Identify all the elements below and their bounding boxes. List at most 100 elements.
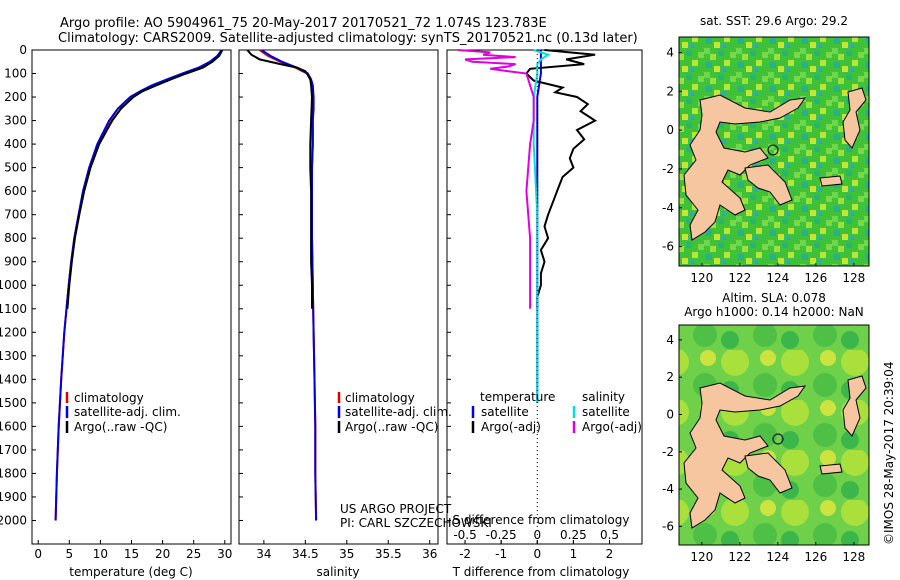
- x-tick-label: 5: [65, 547, 73, 561]
- x-tick-label: -1: [495, 547, 507, 561]
- title-line-2: Climatology: CARS2009. Satellite-adjuste…: [58, 31, 638, 46]
- depth-tick-label: 1700: [0, 443, 27, 457]
- depth-tick-label: 1900: [0, 490, 27, 504]
- legend-label-argo: Argo(..raw -QC): [74, 420, 167, 434]
- map-y-tick-label: 0: [666, 407, 674, 421]
- map-y-tick-label: -6: [662, 519, 674, 533]
- series-line-argo-raw-qc-: [246, 49, 314, 309]
- sla-map-argo-marker: [772, 433, 784, 445]
- sla-map-land-sula: [819, 463, 843, 475]
- x-tick-label: 0.25: [560, 528, 587, 542]
- sst-map-land-east-sulawesi: [744, 164, 793, 206]
- depth-tick-label: 1800: [0, 466, 27, 480]
- sla-map-axes: 120 122 124 126 128 4 2 0 -2 -4 -6: [662, 333, 865, 564]
- map-y-tick-label: 4: [666, 46, 674, 60]
- depth-tick-label: 700: [4, 208, 27, 222]
- map-y-tick-label: -2: [662, 162, 674, 176]
- sst-map-argo-marker: [767, 144, 779, 156]
- depth-tick-label: 1000: [0, 278, 27, 292]
- sst-map-land-halmahera: [842, 87, 867, 149]
- salinity-x-axis: 34 34.5 35 35.5 36: [256, 540, 437, 561]
- legend-label-s-satellite: satellite: [582, 405, 630, 419]
- depth-tick-label: 600: [4, 184, 27, 198]
- x-tick-label: 36: [422, 547, 437, 561]
- x-tick-label: 15: [124, 547, 139, 561]
- difference-x-label: T difference from climatology: [452, 565, 630, 579]
- map-y-tick-label: 4: [666, 333, 674, 347]
- depth-tick-label: 2000: [0, 513, 27, 527]
- temperature-x-label: temperature (deg C): [69, 565, 192, 579]
- map-y-tick-label: 0: [666, 123, 674, 137]
- x-tick-label: 20: [155, 547, 170, 561]
- difference-series-group: [457, 49, 598, 403]
- x-tick-label: 35.5: [375, 547, 402, 561]
- sst-map-land-sulawesi: [683, 94, 807, 241]
- map-y-tick-label: -4: [662, 201, 674, 215]
- x-tick-label: -0.5: [453, 528, 476, 542]
- map-x-tick-label: 126: [804, 271, 827, 285]
- depth-tick-label: 400: [4, 137, 27, 151]
- depth-tick-label: 500: [4, 161, 27, 175]
- map-x-tick-label: 128: [842, 550, 865, 564]
- sla-map-title-2: Argo h1000: 0.14 h2000: NaN: [684, 305, 864, 319]
- temperature-series-group: [54, 49, 224, 521]
- legend-title-temperature: temperature: [480, 390, 555, 404]
- x-tick-label: -0.25: [486, 528, 517, 542]
- sst-map: 120 122 124 126 128 4 2 0 -2 -4 -6: [662, 36, 870, 285]
- depth-tick-label: 1200: [0, 325, 27, 339]
- x-tick-label: 35: [339, 547, 354, 561]
- series-line-satellite-adj-clim-: [260, 49, 318, 521]
- sla-map-land-halmahera: [842, 375, 867, 437]
- sla-map-land-sulawesi: [683, 382, 807, 529]
- x-tick-label: 1: [570, 547, 578, 561]
- series-line-s-satellite: [532, 49, 551, 403]
- legend-label-climatology: climatology: [345, 391, 415, 405]
- map-x-tick-label: 126: [804, 550, 827, 564]
- map-x-tick-label: 120: [690, 271, 713, 285]
- legend-label-s-argo: Argo(-adj): [582, 420, 642, 434]
- temperature-panel-frame: [31, 49, 232, 545]
- x-tick-label: 2: [606, 547, 614, 561]
- x-tick-label: 34: [256, 547, 271, 561]
- map-x-tick-label: 122: [728, 550, 751, 564]
- difference-top-x-axis: -0.5-0.2500.250.5: [453, 528, 619, 544]
- sla-map-land-east-sulawesi: [744, 452, 793, 494]
- imos-stamp: ©IMOS 28-May-2017 20:39:04: [882, 361, 896, 545]
- x-tick-label: 34.5: [292, 547, 319, 561]
- salinity-legend: climatology satellite-adj. clim. Argo(..…: [337, 391, 452, 434]
- depth-tick-label: 900: [4, 255, 27, 269]
- legend-label-t-argo: Argo(-adj): [481, 420, 541, 434]
- depth-tick-label: 1500: [0, 396, 27, 410]
- salinity-panel-frame: [238, 49, 439, 545]
- depth-tick-label: 1400: [0, 372, 27, 386]
- map-y-tick-label: 2: [666, 84, 674, 98]
- depth-tick-label: 300: [4, 114, 27, 128]
- map-y-tick-label: -6: [662, 240, 674, 254]
- legend-label-t-satellite: satellite: [481, 405, 529, 419]
- credit-pi: PI: CARL SZCZECHOWSKI: [340, 516, 492, 530]
- series-line-argo-raw-qc-: [66, 49, 224, 309]
- temperature-x-axis: 0 5 10 15 20 25 30: [34, 540, 232, 561]
- x-tick-label: 0: [34, 547, 42, 561]
- map-y-tick-label: -4: [662, 482, 674, 496]
- difference-legend: temperature satellite Argo(-adj) salinit…: [471, 390, 642, 434]
- legend-label-satellite: satellite-adj. clim.: [345, 405, 452, 419]
- legend-title-salinity: salinity: [582, 390, 625, 404]
- x-tick-label: 30: [217, 547, 232, 561]
- sst-map-title: sat. SST: 29.6 Argo: 29.2: [700, 14, 848, 28]
- depth-axis: 0 100 200 300 400 500 600 700 800 900 1000 1100 1200…: [0, 43, 451, 527]
- series-line-climatology: [54, 49, 224, 521]
- depth-tick-label: 1600: [0, 419, 27, 433]
- depth-tick-label: 800: [4, 231, 27, 245]
- sst-map-frame: [678, 36, 870, 267]
- depth-tick-label: 1100: [0, 302, 27, 316]
- difference-x-axis: -2 -1 0 1 2: [459, 540, 613, 561]
- x-tick-label: 0: [533, 547, 541, 561]
- map-x-tick-label: 122: [728, 271, 751, 285]
- map-x-tick-label: 128: [842, 271, 865, 285]
- legend-label-satellite: satellite-adj. clim.: [74, 405, 181, 419]
- sst-map-axes: 120 122 124 126 128 4 2 0 -2 -4 -6: [662, 46, 865, 285]
- series-line-satellite-adj-clim-: [54, 49, 223, 521]
- depth-tick-label: 200: [4, 90, 27, 104]
